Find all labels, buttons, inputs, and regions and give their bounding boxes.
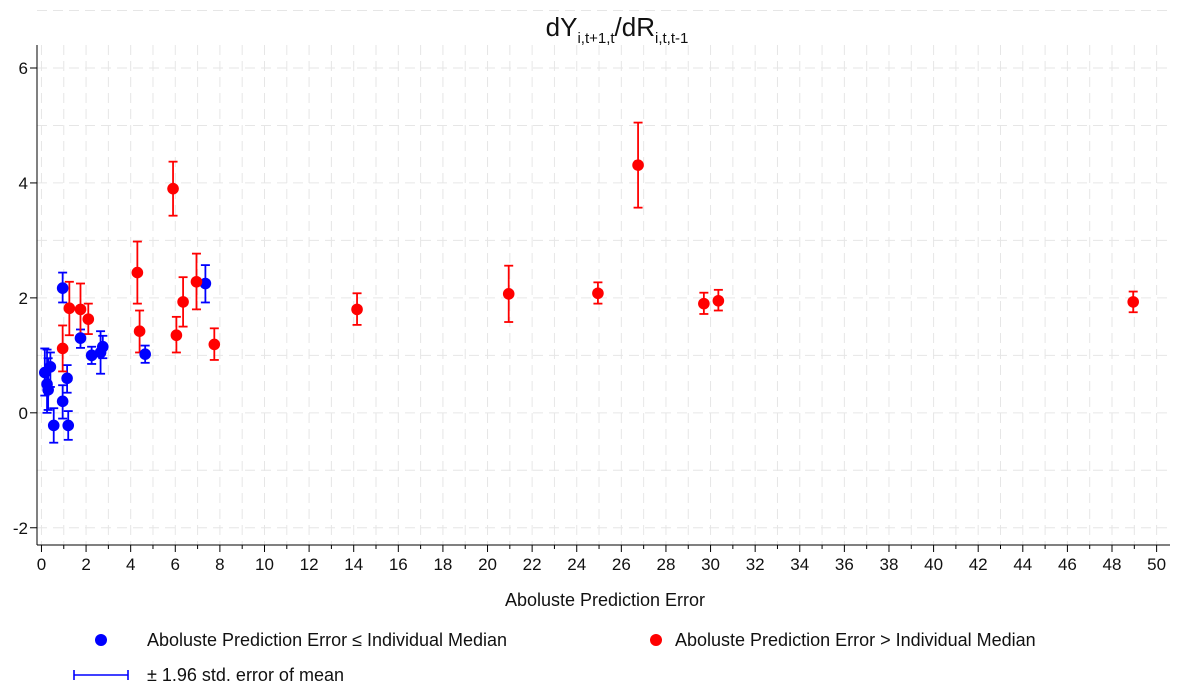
legend-marker-blue (95, 634, 107, 646)
gridlines (37, 10, 1170, 545)
point-red (56, 342, 69, 355)
point-blue (56, 395, 69, 408)
point-blue (62, 419, 75, 432)
x-tick-label: 16 (389, 555, 408, 574)
point-red (632, 159, 644, 171)
point-red (74, 303, 87, 316)
legend: Aboluste Prediction Error ≤ Individual M… (73, 630, 1036, 685)
x-tick-label: 34 (790, 555, 809, 574)
point-blue (199, 277, 212, 290)
point-red (133, 325, 146, 338)
point-red (167, 182, 179, 195)
legend-marker-red (650, 634, 662, 646)
x-tick-label: 36 (835, 555, 854, 574)
point-red (592, 287, 604, 300)
title-part-2: /dR (615, 12, 655, 42)
x-tick-label: 2 (81, 555, 90, 574)
point-red (502, 288, 515, 300)
x-tick-label: 26 (612, 555, 631, 574)
x-tick-label: 24 (567, 555, 586, 574)
y-tick-label: 2 (19, 289, 28, 308)
point-blue (42, 384, 54, 396)
y-tick-label: -2 (13, 519, 28, 538)
point-red (177, 296, 189, 308)
point-blue (44, 361, 57, 373)
x-tick-label: 44 (1013, 555, 1032, 574)
x-tick-label: 46 (1058, 555, 1077, 574)
legend-errorbar-label: ± 1.96 std. error of mean (147, 665, 344, 685)
point-blue (74, 332, 87, 344)
chart-title: dYi,t+1,t/dRi,t,t-1 (546, 12, 689, 47)
title-subscript-1: i,t+1,t (577, 30, 615, 47)
point-red (712, 294, 725, 307)
point-red (82, 313, 95, 325)
x-tick-label: 6 (171, 555, 180, 574)
point-red (131, 266, 144, 279)
title-part-1: dY (546, 12, 578, 42)
point-blue (47, 419, 60, 432)
point-blue (96, 340, 109, 353)
y-tick-label: 4 (19, 174, 28, 193)
x-tick-label: 20 (478, 555, 497, 574)
point-blue (85, 349, 98, 362)
x-tick-label: 0 (37, 555, 46, 574)
legend-label-blue: Aboluste Prediction Error ≤ Individual M… (147, 630, 507, 650)
x-tick-layer: 0 2 4 6 8 10 12 14 16 18 20 22 24 26 28 30 32 34 36 38 40 42 4… (37, 545, 1166, 574)
point-red (1127, 296, 1139, 308)
x-tick-label: 32 (746, 555, 765, 574)
point-red (698, 297, 710, 310)
point-blue (61, 372, 73, 385)
x-tick-label: 14 (344, 555, 363, 574)
x-axis-title: Aboluste Prediction Error (505, 590, 705, 610)
x-tick-label: 28 (656, 555, 675, 574)
point-blue (56, 282, 69, 294)
x-tick-label: 50 (1147, 555, 1166, 574)
x-tick-label: 30 (701, 555, 720, 574)
x-tick-label: 42 (969, 555, 988, 574)
y-tick-label: 6 (19, 59, 28, 78)
point-red (208, 338, 221, 351)
y-tick-layer: -2 0 2 4 6 (13, 59, 37, 538)
x-tick-label: 22 (523, 555, 542, 574)
point-red (170, 329, 183, 342)
x-tick-label: 18 (433, 555, 452, 574)
x-tick-label: 40 (924, 555, 943, 574)
x-tick-label: 48 (1103, 555, 1122, 574)
x-tick-label: 8 (215, 555, 224, 574)
axes (36, 45, 1170, 546)
point-red (351, 303, 363, 316)
data-points (39, 159, 1139, 432)
x-tick-label: 4 (126, 555, 135, 574)
x-tick-label: 12 (300, 555, 319, 574)
title-subscript-2: i,t,t-1 (655, 30, 688, 47)
point-red (63, 302, 76, 315)
point-blue (139, 348, 151, 360)
legend-label-red: Aboluste Prediction Error > Individual M… (675, 630, 1036, 650)
point-red (190, 275, 203, 288)
x-tick-label: 10 (255, 555, 274, 574)
y-tick-label: 0 (19, 404, 28, 423)
x-tick-label: 38 (880, 555, 899, 574)
